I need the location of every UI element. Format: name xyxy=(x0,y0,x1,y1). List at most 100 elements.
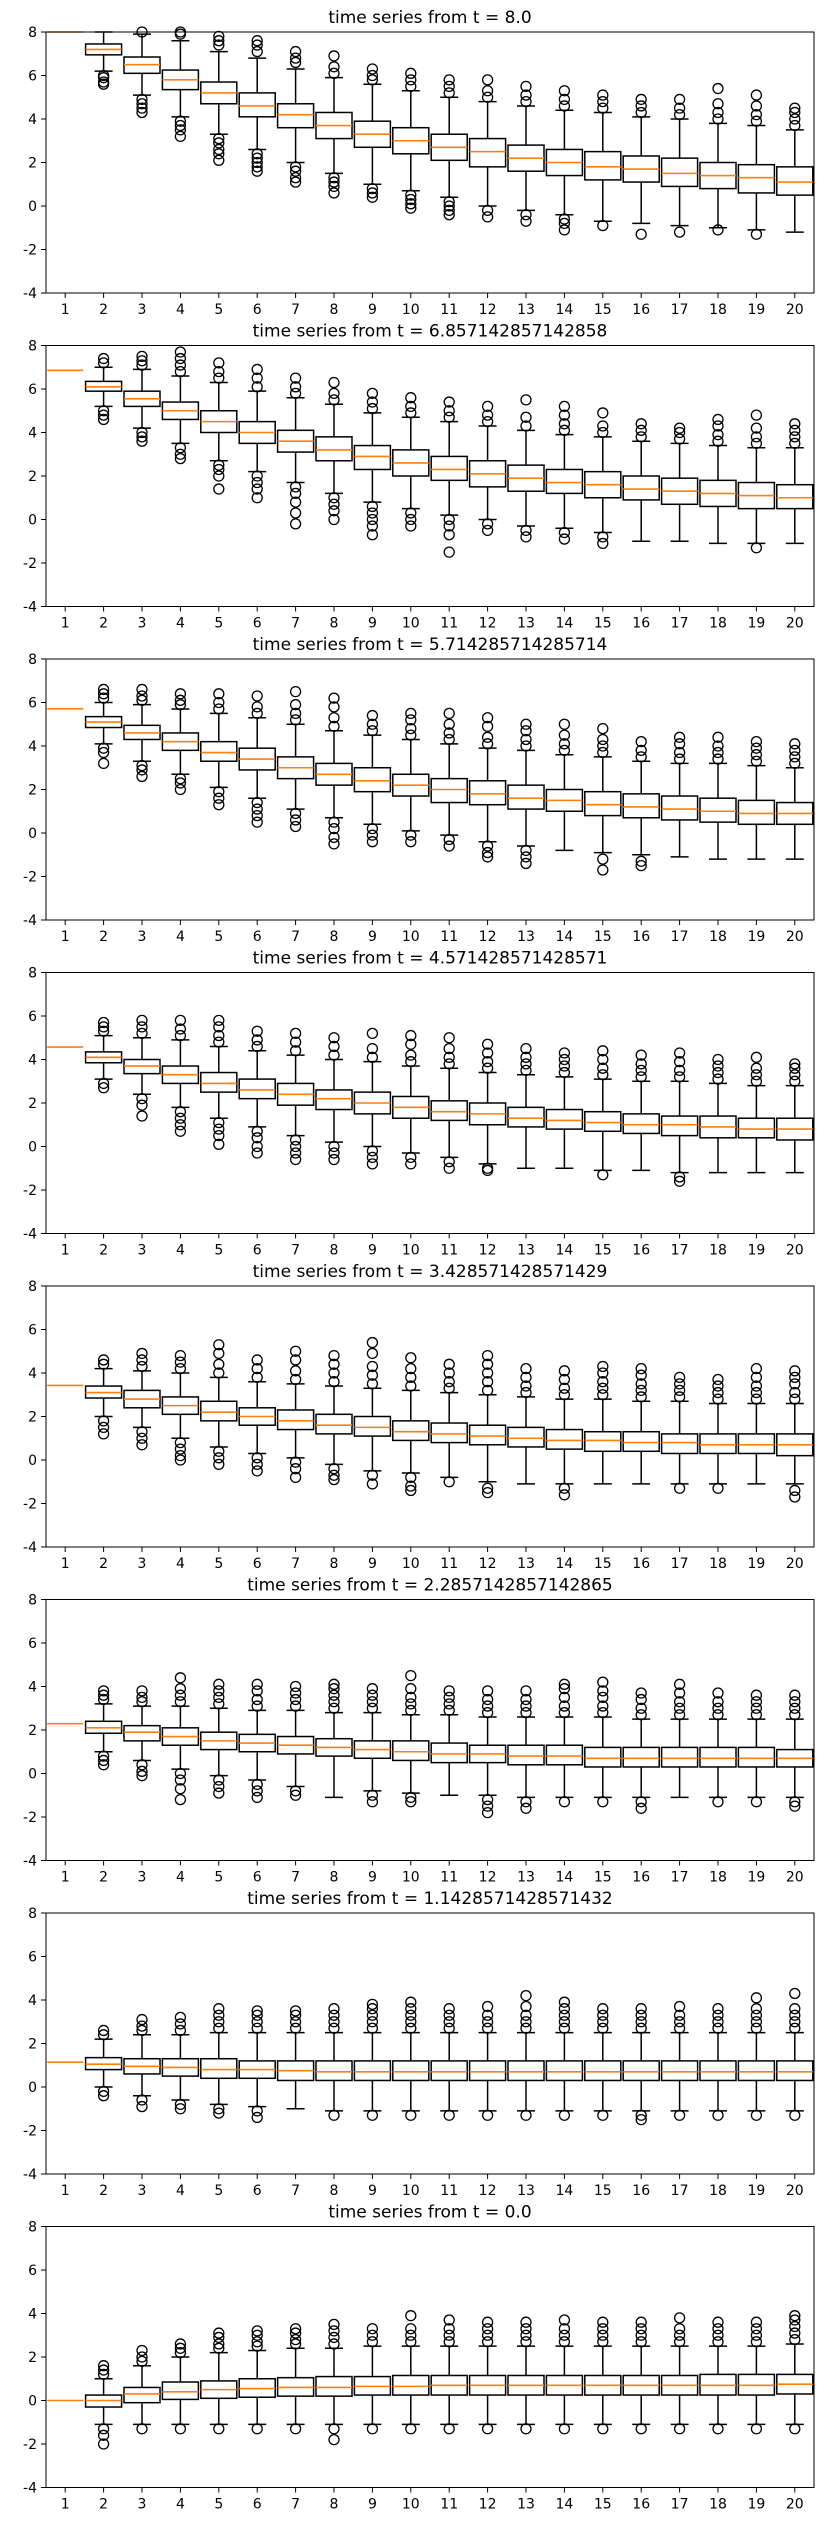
box-9 xyxy=(353,1683,392,1808)
outlier-point xyxy=(213,1036,225,1048)
outlier-point xyxy=(520,2316,532,2328)
x-tick-label: 7 xyxy=(291,2497,300,2513)
outlier-point xyxy=(328,1678,340,1690)
outlier-point xyxy=(328,1153,340,1166)
x-tick-label: 16 xyxy=(632,1556,650,1572)
outlier-point xyxy=(136,1432,148,1444)
outlier-point xyxy=(558,2329,571,2341)
outlier-point xyxy=(520,1363,532,1375)
outlier-point xyxy=(481,1807,494,1819)
outlier-point xyxy=(174,1443,187,1455)
outlier-point xyxy=(366,520,379,532)
outlier-point xyxy=(289,707,302,720)
outlier-point xyxy=(789,2310,801,2322)
outlier-point xyxy=(597,420,609,432)
outlier-point xyxy=(174,694,187,706)
box-6 xyxy=(238,1025,276,1159)
outlier-point xyxy=(750,2316,763,2328)
y-tick-label: 0 xyxy=(28,2080,37,2096)
box-2 xyxy=(84,1016,123,1094)
outlier-point xyxy=(97,352,110,365)
outlier-point xyxy=(750,2109,763,2121)
box-14 xyxy=(545,1047,584,1169)
x-tick-label: 1 xyxy=(61,1243,70,1259)
outlier-point xyxy=(635,424,647,436)
outlier-point xyxy=(251,363,263,376)
outlier-point xyxy=(520,1685,532,1697)
x-tick-label: 11 xyxy=(440,2497,458,2513)
outlier-point xyxy=(213,132,225,145)
outlier-point xyxy=(750,2022,763,2034)
outlier-point xyxy=(328,176,340,188)
outlier-point xyxy=(366,396,379,408)
y-tick-label: 6 xyxy=(28,1323,37,1339)
outlier-point xyxy=(750,100,763,112)
outlier-point xyxy=(136,1691,148,1704)
outlier-point xyxy=(481,518,494,530)
outlier-point xyxy=(251,796,263,809)
box-15 xyxy=(584,89,622,232)
outlier-point xyxy=(97,1025,110,1037)
outlier-point xyxy=(673,2000,686,2013)
outlier-point xyxy=(213,2107,225,2119)
outlier-point xyxy=(789,1696,801,1708)
outlier-point xyxy=(174,452,187,465)
outlier-point xyxy=(289,52,302,64)
outlier-point xyxy=(443,1698,455,1710)
y-tick-label: -2 xyxy=(23,556,37,572)
outlier-point xyxy=(405,1158,417,1170)
box-17 xyxy=(660,1047,699,1187)
outlier-point xyxy=(97,2364,110,2376)
outlier-point xyxy=(405,2109,417,2121)
iqr-box xyxy=(507,1744,545,1766)
outlier-point xyxy=(712,413,724,426)
outlier-point xyxy=(597,1169,609,1181)
box-8 xyxy=(315,50,353,199)
outlier-point xyxy=(366,1702,379,1714)
outlier-point xyxy=(750,431,763,443)
outlier-point xyxy=(520,2000,532,2013)
y-tick-label: -4 xyxy=(23,1227,37,1243)
x-tick-label: 8 xyxy=(330,616,339,632)
x-tick-label: 15 xyxy=(594,302,612,318)
outlier-point xyxy=(481,1700,494,1712)
y-tick-label: 8 xyxy=(28,2220,37,2236)
box-5 xyxy=(200,2003,238,2119)
outlier-point xyxy=(481,1349,494,1362)
box-2 xyxy=(84,2360,123,2450)
outlier-point xyxy=(673,1687,686,1699)
x-tick-label: 12 xyxy=(479,302,497,318)
outlier-point xyxy=(520,2423,532,2435)
outlier-point xyxy=(635,2316,647,2328)
outlier-point xyxy=(520,95,532,108)
box-5 xyxy=(200,2327,238,2435)
x-tick-label: 8 xyxy=(330,1870,339,1886)
outlier-point xyxy=(136,1014,148,1026)
outlier-point xyxy=(481,1164,494,1177)
box-15 xyxy=(584,1676,622,1808)
outlier-point xyxy=(289,1693,302,1706)
iqr-box xyxy=(660,157,699,188)
outlier-point xyxy=(597,1376,609,1388)
outlier-point xyxy=(174,1774,187,1786)
outlier-point xyxy=(174,2423,187,2435)
outlier-point xyxy=(558,1373,571,1386)
outlier-point xyxy=(750,1051,763,1063)
outlier-point xyxy=(597,1796,609,1808)
iqr-box xyxy=(392,2374,430,2396)
axes-frame xyxy=(45,1285,815,1548)
outlier-point xyxy=(597,2009,609,2021)
box-15 xyxy=(584,407,622,550)
outlier-point xyxy=(174,783,187,796)
outlier-point xyxy=(789,1378,801,1390)
x-tick-label: 8 xyxy=(330,929,339,945)
outlier-point xyxy=(136,770,148,783)
outlier-point xyxy=(481,1384,494,1397)
iqr-box xyxy=(276,1409,315,1431)
outlier-point xyxy=(213,1129,225,1142)
outlier-point xyxy=(366,69,379,82)
iqr-box xyxy=(545,1744,584,1766)
x-tick-label: 12 xyxy=(479,2183,497,2199)
outlier-point xyxy=(251,1125,263,1137)
outlier-point xyxy=(289,518,302,530)
